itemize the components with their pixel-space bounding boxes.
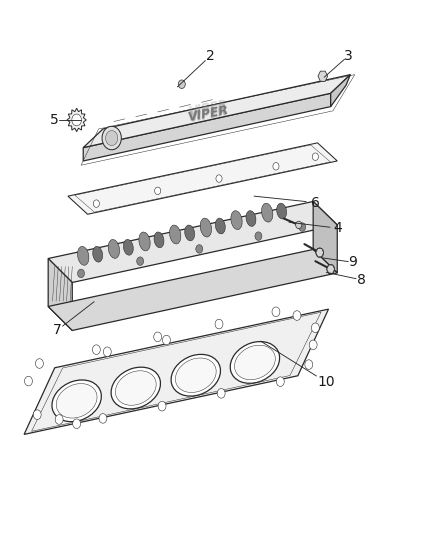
Ellipse shape [93, 246, 102, 262]
Ellipse shape [56, 384, 97, 418]
Ellipse shape [108, 239, 120, 259]
Polygon shape [68, 143, 337, 214]
Circle shape [33, 410, 41, 419]
Text: 7: 7 [53, 324, 61, 337]
Circle shape [293, 311, 301, 320]
Circle shape [273, 163, 279, 170]
Ellipse shape [230, 342, 279, 383]
Circle shape [312, 153, 318, 160]
Polygon shape [327, 265, 335, 273]
Circle shape [93, 200, 99, 207]
Text: VIPER: VIPER [187, 103, 230, 124]
Text: 2: 2 [206, 49, 215, 63]
Ellipse shape [261, 203, 273, 222]
Circle shape [316, 248, 324, 257]
Polygon shape [331, 75, 350, 107]
Circle shape [305, 360, 313, 369]
Circle shape [154, 332, 162, 342]
Circle shape [155, 187, 161, 195]
Ellipse shape [234, 345, 276, 379]
Polygon shape [48, 259, 72, 330]
Circle shape [103, 347, 111, 357]
Circle shape [299, 223, 306, 231]
Circle shape [102, 126, 121, 150]
Ellipse shape [78, 246, 89, 265]
Ellipse shape [277, 203, 286, 219]
Circle shape [309, 340, 317, 350]
Text: VIPER: VIPER [187, 98, 229, 118]
Circle shape [92, 345, 100, 354]
Polygon shape [48, 201, 337, 282]
Circle shape [73, 419, 81, 429]
Circle shape [35, 359, 43, 368]
Text: 10: 10 [318, 375, 335, 389]
Circle shape [327, 264, 335, 274]
Text: 3: 3 [344, 49, 353, 63]
Polygon shape [318, 71, 328, 82]
Circle shape [272, 307, 280, 317]
Ellipse shape [215, 218, 225, 234]
Polygon shape [83, 93, 331, 161]
Polygon shape [48, 249, 337, 330]
Circle shape [215, 319, 223, 329]
Ellipse shape [231, 211, 242, 230]
Text: 4: 4 [333, 221, 342, 235]
Circle shape [276, 377, 284, 386]
Text: 9: 9 [348, 255, 357, 269]
Circle shape [158, 401, 166, 411]
Circle shape [78, 269, 85, 278]
Circle shape [25, 376, 32, 386]
Polygon shape [67, 108, 86, 132]
Polygon shape [24, 309, 328, 434]
Text: VIPER: VIPER [187, 104, 229, 125]
Circle shape [162, 335, 170, 345]
Ellipse shape [115, 371, 156, 405]
Circle shape [311, 323, 319, 333]
Circle shape [137, 257, 144, 265]
Ellipse shape [170, 225, 181, 244]
Circle shape [255, 232, 262, 240]
Ellipse shape [185, 225, 194, 241]
Ellipse shape [200, 218, 212, 237]
Circle shape [106, 131, 118, 146]
Ellipse shape [111, 367, 160, 409]
Ellipse shape [52, 380, 101, 422]
Polygon shape [313, 201, 337, 273]
Ellipse shape [124, 239, 133, 255]
Ellipse shape [154, 232, 164, 248]
Ellipse shape [139, 232, 150, 251]
Circle shape [178, 80, 185, 88]
Circle shape [196, 245, 203, 253]
Circle shape [55, 415, 63, 424]
Ellipse shape [246, 211, 256, 227]
Polygon shape [316, 248, 324, 257]
Ellipse shape [175, 358, 216, 392]
Circle shape [296, 221, 302, 229]
Text: 5: 5 [50, 113, 59, 127]
Text: 8: 8 [357, 273, 366, 287]
Circle shape [72, 114, 81, 126]
Text: 6: 6 [311, 196, 320, 209]
Text: VIPER: VIPER [187, 101, 229, 122]
Polygon shape [83, 75, 350, 148]
Ellipse shape [171, 354, 220, 396]
Circle shape [216, 175, 222, 182]
Circle shape [99, 414, 107, 423]
Circle shape [217, 389, 225, 398]
